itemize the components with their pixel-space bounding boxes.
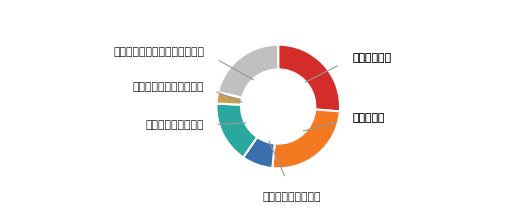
Text: 調査研究・情報提供ほか: 調査研究・情報提供ほか [133, 82, 204, 92]
Wedge shape [272, 109, 340, 168]
Text: 文化芸術交流: 文化芸術交流 [353, 53, 392, 63]
Wedge shape [278, 45, 340, 111]
Text: その他（海外事務所諸経費等）: その他（海外事務所諸経費等） [113, 47, 204, 57]
Text: 日本語教育 25%: 日本語教育 25% [353, 113, 412, 123]
Text: 文化芸術交流: 文化芸術交流 [353, 53, 392, 63]
Text: 日本研究・知的交流: 日本研究・知的交流 [263, 192, 321, 202]
Text: 日本語教育: 日本語教育 [353, 113, 385, 123]
Text: アジア文化交流強化: アジア文化交流強化 [146, 120, 204, 130]
Wedge shape [216, 104, 257, 157]
Text: 文化芸術交流 26%: 文化芸術交流 26% [353, 53, 419, 63]
Text: 日本語教育: 日本語教育 [353, 113, 385, 123]
Wedge shape [243, 137, 275, 168]
Wedge shape [218, 45, 278, 98]
Wedge shape [216, 92, 242, 105]
